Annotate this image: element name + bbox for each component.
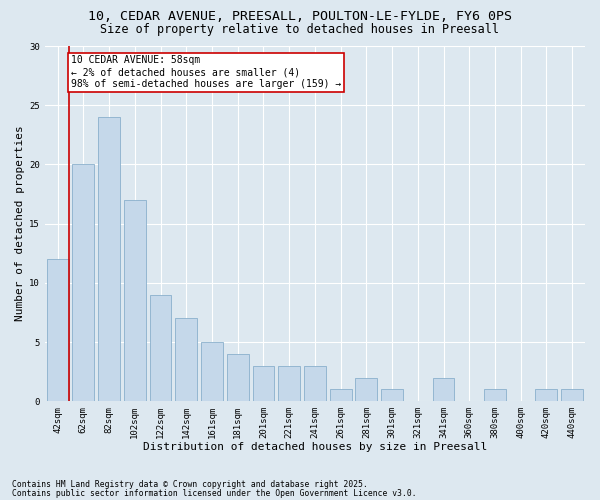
X-axis label: Distribution of detached houses by size in Preesall: Distribution of detached houses by size … — [143, 442, 487, 452]
Text: 10 CEDAR AVENUE: 58sqm
← 2% of detached houses are smaller (4)
98% of semi-detac: 10 CEDAR AVENUE: 58sqm ← 2% of detached … — [71, 56, 341, 88]
Bar — [149, 294, 172, 401]
Bar — [98, 117, 120, 401]
Bar — [381, 390, 403, 401]
Text: Contains HM Land Registry data © Crown copyright and database right 2025.: Contains HM Land Registry data © Crown c… — [12, 480, 368, 489]
Bar — [201, 342, 223, 401]
Bar — [329, 390, 352, 401]
Y-axis label: Number of detached properties: Number of detached properties — [15, 126, 25, 322]
Bar — [535, 390, 557, 401]
Bar — [484, 390, 506, 401]
Bar — [253, 366, 274, 401]
Bar — [433, 378, 454, 401]
Bar — [227, 354, 248, 401]
Text: Size of property relative to detached houses in Preesall: Size of property relative to detached ho… — [101, 22, 499, 36]
Bar — [175, 318, 197, 401]
Bar — [304, 366, 326, 401]
Bar — [124, 200, 146, 401]
Bar — [561, 390, 583, 401]
Bar — [355, 378, 377, 401]
Bar — [278, 366, 300, 401]
Text: Contains public sector information licensed under the Open Government Licence v3: Contains public sector information licen… — [12, 489, 416, 498]
Bar — [73, 164, 94, 401]
Text: 10, CEDAR AVENUE, PREESALL, POULTON-LE-FYLDE, FY6 0PS: 10, CEDAR AVENUE, PREESALL, POULTON-LE-F… — [88, 10, 512, 23]
Bar — [47, 259, 68, 401]
